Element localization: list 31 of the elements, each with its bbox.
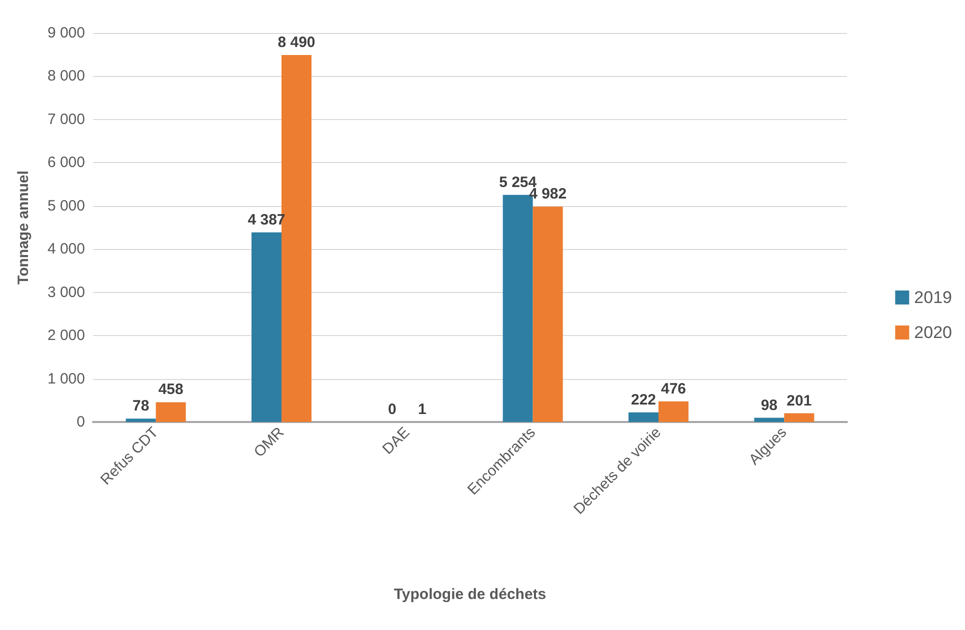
y-tick-label: 2 000: [47, 327, 85, 344]
y-tick-label: 9 000: [47, 24, 85, 42]
y-tick-label: 4 000: [47, 240, 85, 258]
legend-label: 2019: [914, 288, 952, 307]
data-label: 458: [158, 381, 184, 398]
data-label: 8 490: [278, 34, 316, 52]
x-axis-title: Typologie de déchets: [394, 586, 546, 603]
bar: [156, 402, 186, 422]
data-label: 0: [388, 401, 396, 418]
y-tick-label: 5 000: [47, 197, 85, 214]
data-label: 98: [760, 396, 778, 414]
bar: [532, 206, 563, 422]
bar: [784, 413, 814, 422]
y-tick-label: 3 000: [47, 284, 85, 301]
data-label: 476: [660, 380, 686, 398]
bar: [252, 232, 282, 422]
data-label: 201: [786, 392, 812, 410]
y-tick-label: 7 000: [47, 110, 85, 128]
y-tick-label: 6 000: [47, 154, 85, 172]
y-tick-label: 1 000: [47, 370, 85, 388]
y-tick-label: 8 000: [47, 68, 85, 85]
data-label: 1: [418, 400, 426, 418]
data-label: 78: [132, 398, 150, 415]
bar: [658, 401, 688, 422]
data-label: 222: [630, 391, 656, 408]
y-tick-label: 0: [76, 414, 85, 430]
bar: [628, 412, 658, 422]
legend-label: 2020: [914, 323, 952, 342]
bar: [126, 418, 156, 422]
y-axis-title: Tonnage annuel: [15, 170, 32, 284]
bar: [754, 418, 784, 422]
